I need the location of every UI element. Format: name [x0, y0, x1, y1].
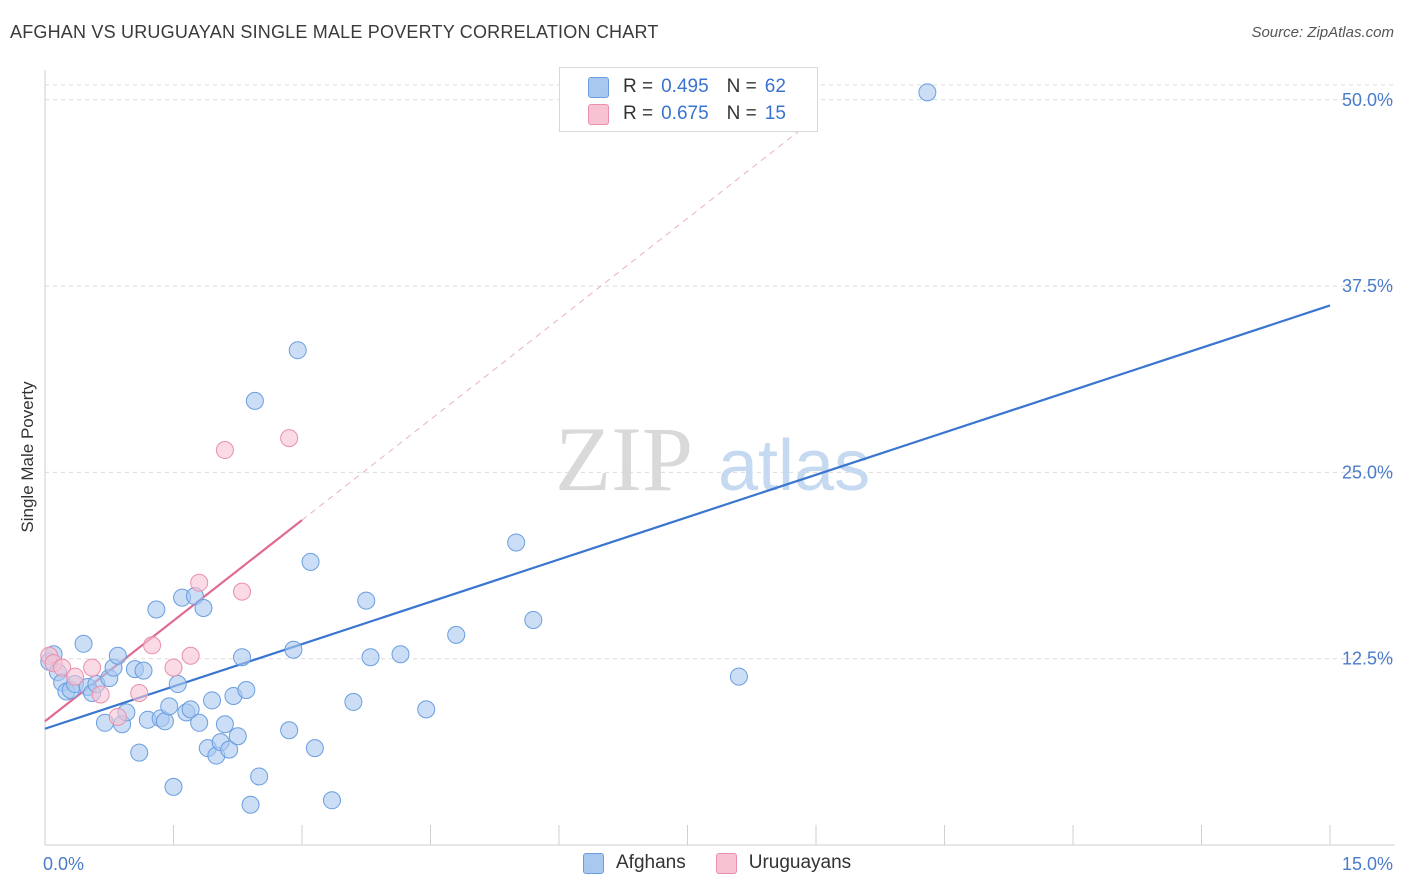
- data-point-afghans: [220, 740, 239, 759]
- chart-source: Source: ZipAtlas.com: [1251, 24, 1394, 41]
- data-point-uruguayans: [233, 582, 252, 601]
- legend-label-afghans: Afghans: [616, 852, 686, 873]
- data-point-afghans: [155, 712, 174, 731]
- y-tick-label: 25.0%: [1342, 462, 1393, 482]
- legend-n-value: 62: [764, 76, 786, 97]
- legend-n-value: 15: [764, 103, 786, 124]
- y-tick-label: 12.5%: [1342, 649, 1393, 669]
- data-point-uruguayans: [215, 441, 234, 460]
- y-axis-label: Single Male Poverty: [18, 381, 37, 533]
- x-tick-label: 0.0%: [43, 854, 84, 874]
- legend-bottom: Afghans Uruguayans: [583, 852, 881, 874]
- data-point-afghans: [164, 777, 183, 796]
- data-point-afghans: [181, 700, 200, 719]
- data-point-uruguayans: [91, 685, 110, 704]
- trend-line-afghans: [44, 304, 1331, 730]
- data-point-uruguayans: [280, 429, 299, 448]
- y-tick-label: 50.0%: [1342, 90, 1393, 110]
- watermark: ZIP atlas: [555, 408, 870, 510]
- data-point-uruguayans: [190, 573, 209, 592]
- data-point-uruguayans: [83, 658, 102, 677]
- legend-row-afghans: R = 0.495 N = 62: [588, 74, 786, 100]
- legend-r-label: R =: [623, 76, 654, 97]
- legend-swatch-afghans: [583, 852, 604, 874]
- data-point-afghans: [228, 727, 247, 746]
- data-point-afghans: [134, 661, 153, 680]
- grid-lines: [45, 84, 1395, 660]
- data-point-afghans: [305, 739, 324, 758]
- legend-r-value: 0.495: [661, 76, 709, 97]
- x-tick-labels: 0.0% 15.0%: [43, 854, 1393, 874]
- data-point-afghans: [729, 667, 748, 686]
- data-point-uruguayans: [130, 683, 149, 702]
- data-point-afghans: [168, 675, 187, 694]
- legend-item-afghans: Afghans: [583, 852, 686, 874]
- data-point-afghans: [190, 713, 209, 732]
- data-point-afghans: [250, 767, 269, 786]
- data-point-afghans: [344, 692, 363, 711]
- data-point-afghans: [361, 648, 380, 667]
- legend-swatch-afghans: [588, 76, 609, 98]
- data-point-afghans: [203, 691, 222, 710]
- data-point-afghans: [524, 610, 543, 629]
- data-point-afghans: [918, 83, 937, 102]
- trend-line-extension-uruguayans: [301, 117, 817, 521]
- data-point-afghans: [237, 681, 256, 699]
- data-point-afghans: [147, 600, 166, 619]
- data-point-afghans: [194, 599, 213, 618]
- data-point-uruguayans: [181, 646, 200, 665]
- chart-title: AFGHAN VS URUGUAYAN SINGLE MALE POVERTY …: [10, 22, 659, 42]
- data-point-uruguayans: [65, 667, 84, 686]
- watermark-zip: ZIP: [555, 408, 693, 510]
- data-point-uruguayans: [143, 636, 162, 655]
- legend-r-value: 0.675: [661, 103, 709, 124]
- legend-top: R = 0.495 N = 62 R = 0.675 N = 15: [559, 67, 818, 132]
- data-point-afghans: [288, 341, 307, 360]
- legend-n-label: N =: [726, 103, 757, 124]
- legend-n-label: N =: [726, 76, 757, 97]
- data-point-afghans: [284, 640, 303, 659]
- data-point-afghans: [233, 648, 252, 667]
- watermark-atlas: atlas: [718, 426, 870, 506]
- legend-label-uruguayans: Uruguayans: [748, 852, 852, 873]
- data-point-afghans: [215, 715, 234, 734]
- axes: [44, 70, 1395, 846]
- legend-row-uruguayans: R = 0.675 N = 15: [588, 101, 786, 127]
- data-point-uruguayans: [53, 658, 72, 677]
- data-point-afghans: [245, 391, 264, 410]
- data-point-afghans: [280, 721, 299, 740]
- legend-swatch-uruguayans: [588, 103, 609, 125]
- data-point-afghans: [322, 791, 341, 810]
- data-point-afghans: [301, 552, 320, 571]
- data-point-afghans: [74, 634, 93, 653]
- data-point-afghans: [160, 697, 179, 716]
- data-point-afghans: [507, 533, 526, 552]
- data-point-afghans: [391, 645, 410, 664]
- data-point-afghans: [108, 646, 127, 665]
- data-points: [40, 83, 937, 814]
- data-point-afghans: [241, 795, 260, 814]
- legend-r-label: R =: [623, 103, 654, 124]
- data-point-uruguayans: [164, 658, 183, 677]
- x-tick-label: 15.0%: [1342, 854, 1393, 874]
- y-tick-labels: 12.5% 25.0% 37.5% 50.0%: [1342, 90, 1393, 669]
- data-point-uruguayans: [108, 707, 127, 726]
- y-tick-label: 37.5%: [1342, 276, 1393, 296]
- data-point-afghans: [417, 700, 436, 719]
- legend-swatch-uruguayans: [715, 852, 737, 874]
- data-point-afghans: [357, 591, 376, 610]
- data-point-afghans: [447, 625, 466, 644]
- data-point-afghans: [130, 743, 149, 762]
- legend-item-uruguayans: Uruguayans: [715, 852, 852, 874]
